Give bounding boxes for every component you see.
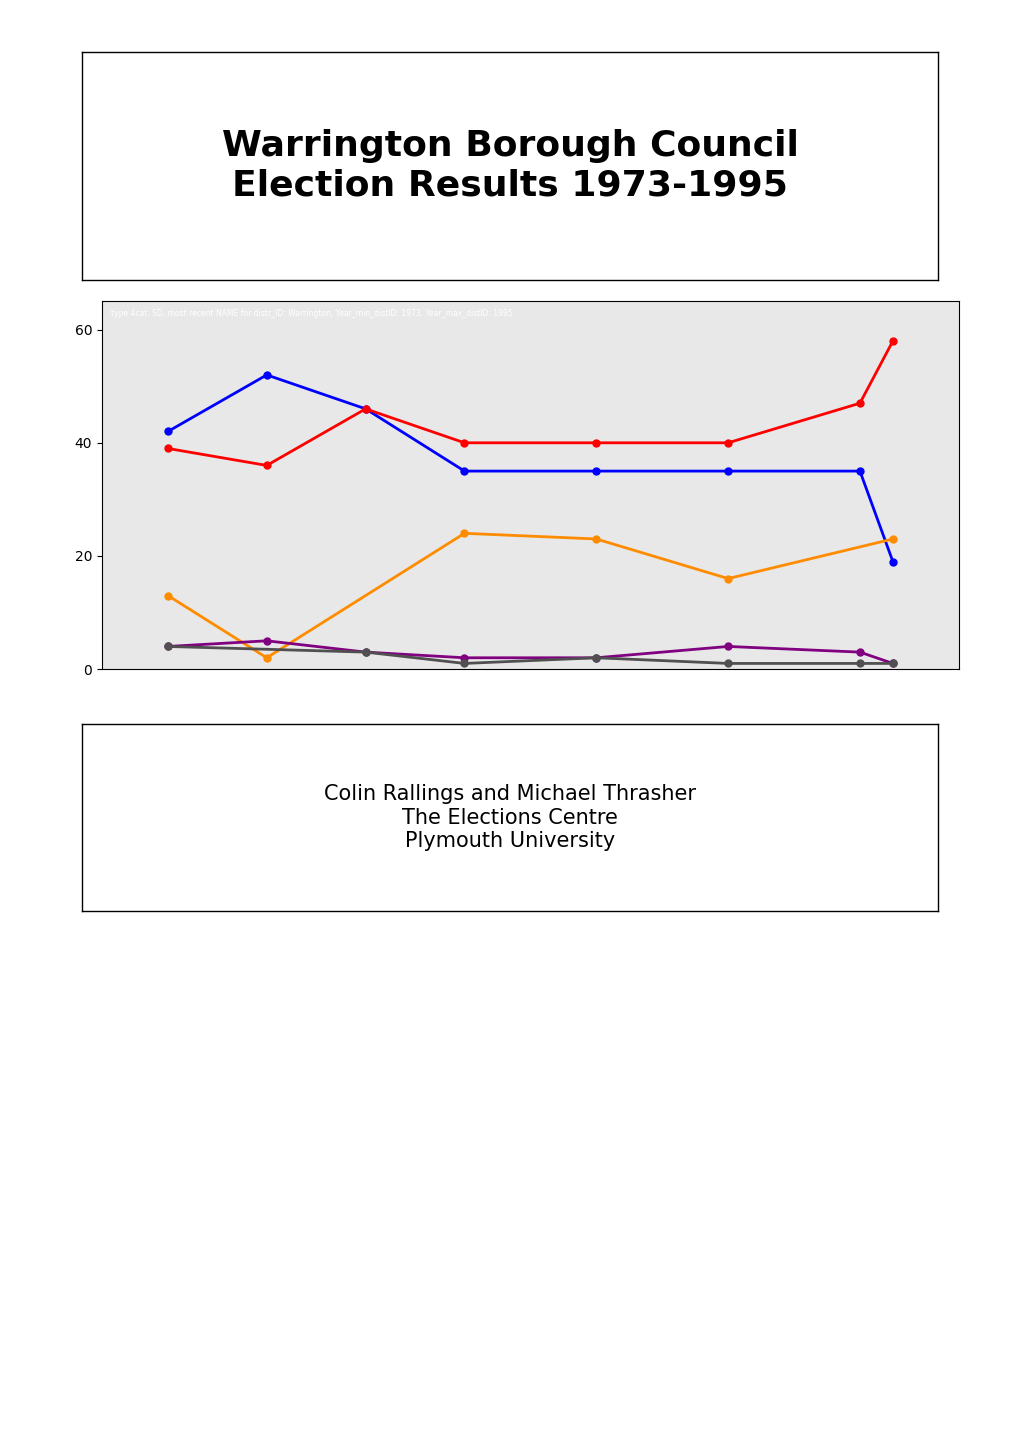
Text: Warrington Borough Council
Election Results 1973-1995: Warrington Borough Council Election Resu…	[221, 130, 798, 202]
Text: Colin Rallings and Michael Thrasher
The Elections Centre
Plymouth University: Colin Rallings and Michael Thrasher The …	[324, 784, 695, 851]
Text: type 4cat: SD, most recent NAME for distr_ID: Warrington, Year_min_distID: 1973,: type 4cat: SD, most recent NAME for dist…	[110, 309, 512, 317]
